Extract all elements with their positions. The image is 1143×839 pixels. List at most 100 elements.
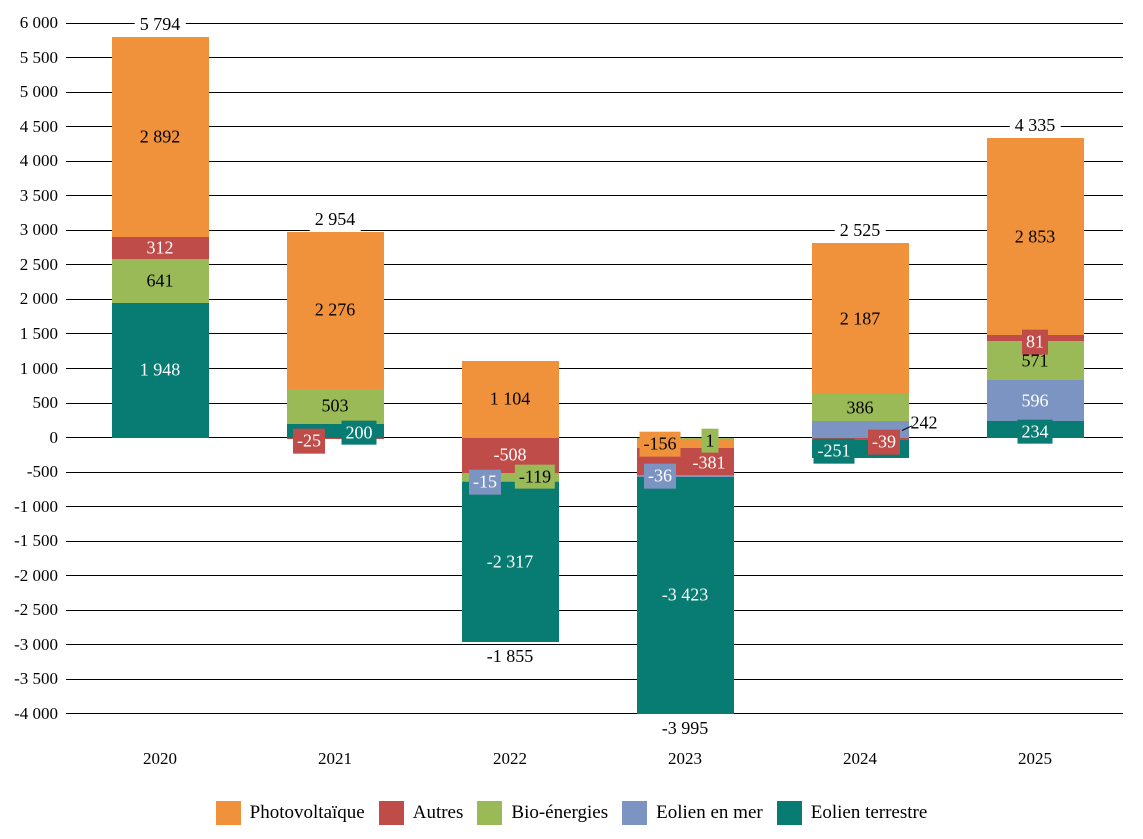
y-axis-tick-label: 5 500 <box>19 47 58 67</box>
y-axis-tick-label: -2 500 <box>14 600 58 620</box>
legend-color-swatch <box>215 801 241 825</box>
bar-segment-photovoltaique <box>461 361 559 438</box>
bar-segment-eolien-terrestre <box>636 477 734 714</box>
grid-line <box>66 22 1123 24</box>
legend-series-label: Bio-énergies <box>511 802 609 823</box>
segment-value-label: 596 <box>1021 390 1049 411</box>
segment-callout-label: 200 <box>341 420 377 446</box>
legend-series-label: Autres <box>412 802 464 823</box>
bar-segment-photovoltaique <box>636 437 734 449</box>
segment-value-label: -508 <box>493 444 527 465</box>
bar-segment-eolien-en-mer <box>636 474 734 478</box>
grid-line <box>66 437 1123 439</box>
bar-segment-photovoltaique <box>986 138 1084 336</box>
legend: Photovoltaïque Autres Bio-énergies Eolien e… <box>0 801 1143 825</box>
y-axis-tick-label: -3 500 <box>14 669 58 689</box>
grid-line <box>66 160 1123 162</box>
total-value-label: 4 335 <box>1009 115 1061 137</box>
segment-value-label: -3 423 <box>661 585 709 606</box>
grid-line <box>66 195 1123 197</box>
grid-line <box>66 713 1123 715</box>
x-axis-year-label: 2025 <box>1018 749 1052 768</box>
segment-callout-label: -15 <box>469 470 501 495</box>
y-axis-tick-label: -1 000 <box>14 496 58 516</box>
legend-series-label: Eolien terrestre <box>810 802 928 823</box>
grid-line <box>66 575 1123 577</box>
grid-line <box>66 57 1123 59</box>
y-axis-tick-label: 3 000 <box>19 220 58 240</box>
bar-segment-autres <box>111 237 209 259</box>
bar-segment-eolien-terrestre <box>111 303 209 438</box>
x-axis-year-label: 2021 <box>318 749 352 768</box>
segment-value-label: -381 <box>692 452 726 473</box>
x-axis-year-label: 2023 <box>668 749 702 768</box>
segment-value-label: 1 104 <box>489 389 531 410</box>
grid-line <box>66 229 1123 231</box>
legend-color-swatch <box>622 801 648 825</box>
y-axis-tick-label: -1 500 <box>14 531 58 551</box>
y-axis-tick-label: 4 500 <box>19 116 58 136</box>
bar-segment-photovoltaique <box>111 37 209 238</box>
total-value-label: 5 794 <box>134 14 186 37</box>
legend-item-autres: Autres <box>378 801 464 825</box>
legend-series-label: Eolien en mer <box>656 802 763 823</box>
grid-line <box>66 506 1123 508</box>
segment-value-label: 2 276 <box>314 300 356 321</box>
y-axis-tick-label: -500 <box>26 462 58 482</box>
bar-segment-bio-energies <box>811 394 909 421</box>
total-value-label: -3 995 <box>656 717 714 740</box>
total-value-label: -1 855 <box>481 646 539 668</box>
bar-segment-autres <box>811 437 909 441</box>
segment-callout-label: 1 <box>701 428 719 453</box>
segment-value-label: 641 <box>146 270 174 291</box>
segment-value-label: 2 892 <box>139 126 181 147</box>
grid-line <box>66 264 1123 266</box>
grid-line <box>66 402 1123 404</box>
y-axis-tick-label: 1 000 <box>19 358 58 378</box>
y-axis-tick-label: 4 000 <box>19 151 58 171</box>
segment-callout-label: -36 <box>644 463 676 489</box>
legend-color-swatch <box>477 801 503 825</box>
segment-callout-label: -251 <box>813 438 855 464</box>
grid-line <box>66 609 1123 611</box>
y-axis-tick-label: -2 000 <box>14 565 58 585</box>
y-axis-tick-label: 2 000 <box>19 289 58 309</box>
y-axis-tick-label: 1 500 <box>19 324 58 344</box>
y-axis-tick-label: -4 000 <box>14 704 58 724</box>
segment-value-label: 386 <box>846 397 874 418</box>
legend-item-bio-energies: Bio-énergies <box>477 801 608 825</box>
x-axis-year-label: 2020 <box>143 749 177 768</box>
segment-callout-label: -25 <box>293 429 325 454</box>
bar-segment-eolien-terrestre <box>461 481 559 643</box>
legend-item-eolien-terrestre: Eolien terrestre <box>776 801 928 825</box>
bar-segment-eolien-en-mer <box>986 380 1084 422</box>
x-axis-year-label: 2022 <box>493 749 527 768</box>
segment-value-label: 571 <box>1021 350 1049 371</box>
grid-line <box>66 644 1123 646</box>
bar-segment-bio-energies <box>636 437 734 439</box>
segment-value-label: 503 <box>321 396 349 417</box>
y-axis-tick-label: 5 000 <box>19 82 58 102</box>
segment-value-label: 242 <box>910 412 938 433</box>
segment-value-label: 2 187 <box>839 308 881 329</box>
y-axis-tick-label: -3 000 <box>14 635 58 655</box>
grid-line <box>66 298 1123 300</box>
y-axis-tick-label: 3 500 <box>19 185 58 205</box>
x-axis-year-label: 2024 <box>843 749 877 768</box>
segment-value-label: 312 <box>146 237 174 258</box>
grid-line <box>66 678 1123 680</box>
y-axis-tick-label: 500 <box>32 393 59 413</box>
legend-item-eolien-en-mer: Eolien en mer <box>622 801 763 825</box>
bar-segment-bio-energies <box>111 258 209 303</box>
y-axis-tick-label: 2 500 <box>19 255 58 275</box>
segment-callout-label: 234 <box>1017 419 1053 444</box>
segment-value-label: -2 317 <box>486 551 534 572</box>
legend-series-label: Photovoltaïque <box>249 802 365 823</box>
bar-segment-photovoltaique <box>286 231 384 389</box>
bar-segment-eolien-en-mer <box>461 480 559 482</box>
segment-value-label: 1 948 <box>139 359 181 380</box>
grid-line <box>66 368 1123 369</box>
grid-line <box>66 471 1123 473</box>
grid-line <box>66 333 1123 335</box>
